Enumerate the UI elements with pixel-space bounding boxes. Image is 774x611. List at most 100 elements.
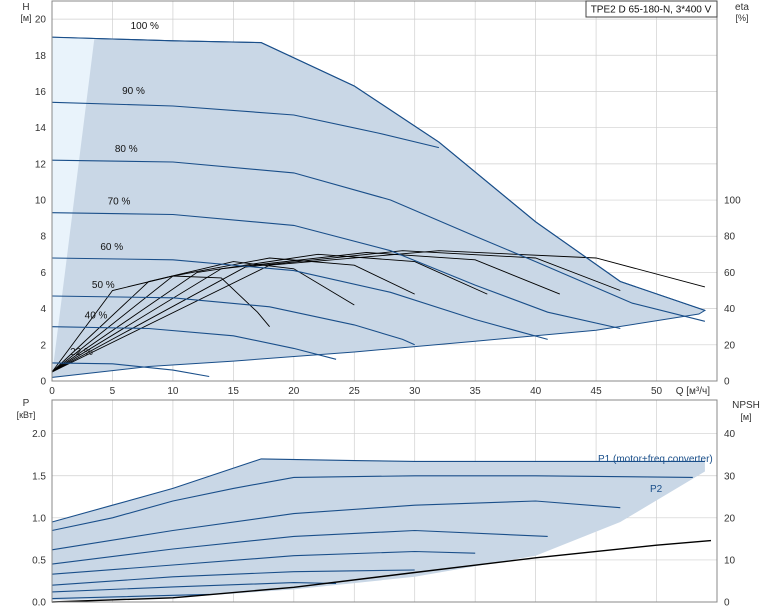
eta-tick-label: 0 <box>724 377 730 388</box>
x-tick-label: 40 <box>530 386 542 397</box>
speed-label: 100 % <box>131 21 159 32</box>
head-y-tick-labels: 0 2 4 6 8 10 12 14 16 18 20 <box>35 15 47 388</box>
eta-curve <box>51 253 488 373</box>
speed-label: 70 % <box>108 197 131 208</box>
speed-label: 60 % <box>100 242 123 253</box>
head-panel: 100 % 90 % 80 % 70 % 60 % 50 % 40 % 22 % 0 5 10 15… <box>20 0 749 397</box>
eta-tick-label: 80 <box>724 232 736 243</box>
npsh-tick-label: 30 <box>724 471 736 482</box>
head-tick-label: 12 <box>35 159 47 170</box>
eta-tick-labels: 0 20 40 60 80 100 <box>724 196 741 388</box>
head-curve <box>51 101 440 149</box>
head-tick-label: 2 <box>40 340 46 351</box>
head-tick-label: 0 <box>40 377 46 388</box>
x-tick-label: 50 <box>651 386 663 397</box>
head-curve <box>51 295 415 346</box>
head-axis-label: H <box>22 2 29 13</box>
x-tick-label: 5 <box>110 386 116 397</box>
efficiency-curves <box>51 250 706 373</box>
speed-label: 40 % <box>85 311 108 322</box>
power-tick-label: 0.0 <box>32 598 46 609</box>
power-tick-label: 1.5 <box>32 471 46 482</box>
power-curve <box>51 593 210 600</box>
head-envelope-area <box>51 36 707 378</box>
power-envelope-area <box>52 458 705 601</box>
npsh-axis-label: NPSH <box>732 400 760 411</box>
eta-curve <box>51 250 621 373</box>
x-tick-label: 30 <box>409 386 421 397</box>
model-label: TPE2 D 65-180-N, 3*400 V <box>591 5 712 16</box>
power-tick-label: 2.0 <box>32 429 46 440</box>
x-tick-label: 20 <box>288 386 300 397</box>
power-curve <box>51 550 476 575</box>
head-tick-label: 14 <box>35 123 47 134</box>
npsh-tick-label: 20 <box>724 513 736 524</box>
x-tick-label: 25 <box>349 386 361 397</box>
power-curve <box>51 475 693 532</box>
power-y-tick-labels: 0.0 0.5 1.0 1.5 2.0 <box>32 429 46 608</box>
eta-tick-label: 100 <box>724 196 741 207</box>
speed-label: 22 % <box>70 347 93 358</box>
speed-label: 90 % <box>122 86 145 97</box>
npsh-tick-label: 40 <box>724 429 736 440</box>
model-label-frame <box>585 0 718 18</box>
npsh-tick-labels: 0 10 20 30 40 <box>724 429 736 608</box>
power-curve <box>51 529 548 565</box>
eta-curve <box>51 250 706 373</box>
head-panel-frame <box>51 0 718 382</box>
power-tick-label: 0.5 <box>32 555 46 566</box>
eta-axis-unit: [%] <box>735 13 748 23</box>
head-curve <box>51 212 621 330</box>
eta-axis-label: eta <box>735 2 749 13</box>
power-axis-label: P <box>23 398 30 409</box>
x-tick-label: 35 <box>470 386 482 397</box>
head-tick-label: 10 <box>35 196 47 207</box>
x-tick-label: 0 <box>49 386 55 397</box>
head-tick-label: 6 <box>40 268 46 279</box>
speed-labels: 100 % 90 % 80 % 70 % 60 % 50 % 40 % 22 % <box>70 21 159 358</box>
eta-tick-label: 20 <box>724 340 736 351</box>
head-tick-label: 16 <box>35 87 47 98</box>
head-curve <box>51 326 337 360</box>
p1-series-label: P1 (motor+freq.converter) <box>598 454 713 465</box>
head-curve <box>51 257 548 340</box>
head-tick-label: 18 <box>35 51 47 62</box>
head-tick-label: 20 <box>35 15 47 26</box>
power-curve <box>51 582 337 593</box>
npsh-tick-label: 0 <box>724 598 730 609</box>
p2-series-label: P2 <box>650 484 663 495</box>
power-curve <box>51 458 705 523</box>
head-x-tick-labels: 0 5 10 15 20 25 30 35 40 45 50 <box>49 386 662 397</box>
power-curves <box>51 458 705 600</box>
head-curve <box>51 159 706 322</box>
npsh-axis-unit: [м] <box>740 412 751 422</box>
eta-tick-label: 40 <box>724 304 736 315</box>
head-curve <box>51 362 210 378</box>
npsh-tick-label: 10 <box>724 555 736 566</box>
power-tick-label: 1.0 <box>32 513 46 524</box>
head-curve <box>51 36 706 311</box>
speed-label: 50 % <box>92 280 115 291</box>
head-tick-label: 4 <box>40 304 46 315</box>
eta-curve <box>51 275 270 373</box>
eta-tick-label: 60 <box>724 268 736 279</box>
eta-curve <box>51 252 560 373</box>
x-tick-label: 45 <box>591 386 603 397</box>
flow-axis-label: Q [м³/ч] <box>676 386 711 397</box>
power-panel-frame <box>51 399 718 603</box>
power-axis-unit: [кВт] <box>17 410 36 420</box>
speed-label: 80 % <box>115 144 138 155</box>
model-label-box: TPE2 D 65-180-N, 3*400 V <box>585 0 718 18</box>
eta-curve <box>51 261 355 373</box>
head-curves <box>51 36 706 378</box>
head-axis-unit: [м] <box>20 13 31 23</box>
x-tick-label: 10 <box>167 386 179 397</box>
npsh-curves <box>51 539 712 603</box>
x-tick-label: 15 <box>228 386 240 397</box>
npsh-curve <box>51 539 712 603</box>
power-curve <box>51 500 621 551</box>
head-envelope-light-area <box>52 37 95 376</box>
head-tick-label: 8 <box>40 232 46 243</box>
power-panel: 0.0 0.5 1.0 1.5 2.0 0 10 20 30 40 P [кВт] NPSH [… <box>17 398 760 609</box>
